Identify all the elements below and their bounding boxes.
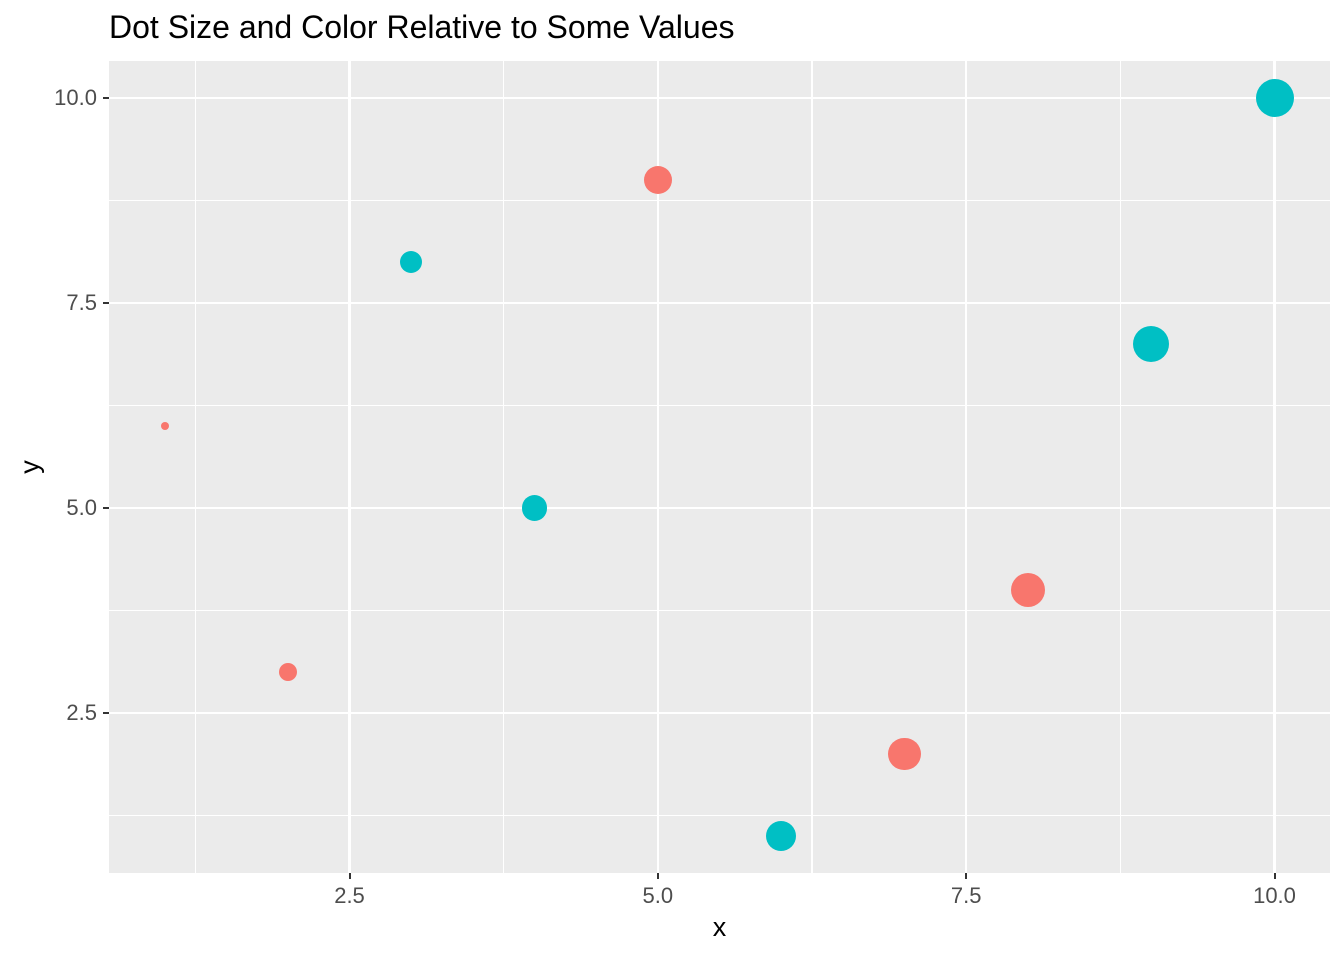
y-axis-tick-mark [103, 712, 109, 715]
y-axis-tick-mark [103, 96, 109, 99]
gridline-minor-vertical [811, 61, 813, 873]
data-point [1133, 325, 1170, 363]
gridline-minor-vertical [1119, 61, 1121, 873]
x-axis-tick-mark [656, 873, 659, 879]
data-point [278, 663, 297, 682]
y-axis-title: y [14, 460, 45, 474]
plot-panel [109, 61, 1330, 873]
data-point [1010, 572, 1046, 608]
x-axis-tick-label: 10.0 [1253, 883, 1296, 908]
gridline-major-horizontal [109, 96, 1330, 100]
gridline-minor-horizontal [109, 404, 1330, 407]
x-axis-title: x [712, 912, 727, 942]
data-point [160, 421, 169, 430]
data-point [400, 250, 423, 274]
x-axis-tick-mark [1273, 873, 1276, 879]
gridline-major-horizontal [109, 506, 1330, 510]
y-axis-tick-label: 5.0 [66, 495, 97, 520]
x-axis-tick-label: 2.5 [334, 883, 365, 908]
gridline-minor-vertical [503, 61, 505, 873]
y-axis-tick-label: 2.5 [66, 700, 97, 726]
gridline-major-vertical [656, 61, 660, 873]
gridline-major-vertical [348, 61, 351, 873]
gridline-major-vertical [1273, 61, 1276, 873]
data-point [888, 737, 921, 771]
gridline-major-horizontal [109, 301, 1330, 305]
x-axis-tick-mark [965, 873, 968, 879]
x-axis-tick-label: 5.0 [642, 883, 674, 908]
data-point [765, 820, 797, 852]
gridline-minor-horizontal [109, 609, 1330, 612]
data-point [643, 165, 672, 195]
data-point [1255, 78, 1294, 117]
x-axis-tick-mark [348, 873, 351, 879]
y-axis-tick-label: 10.0 [54, 84, 97, 110]
gridline-major-vertical [964, 61, 968, 873]
gridline-minor-horizontal [109, 199, 1330, 202]
plot-title: Dot Size and Color Relative to Some Valu… [109, 9, 735, 45]
x-axis-tick-label: 7.5 [950, 883, 982, 908]
gridline-major-horizontal [109, 711, 1330, 715]
gridline-minor-horizontal [109, 814, 1330, 817]
y-axis-tick-label: 7.5 [66, 289, 97, 315]
gridline-minor-vertical [194, 61, 196, 873]
y-axis-tick-mark [103, 507, 109, 509]
y-axis-tick-mark [103, 301, 109, 304]
data-point [521, 495, 548, 521]
